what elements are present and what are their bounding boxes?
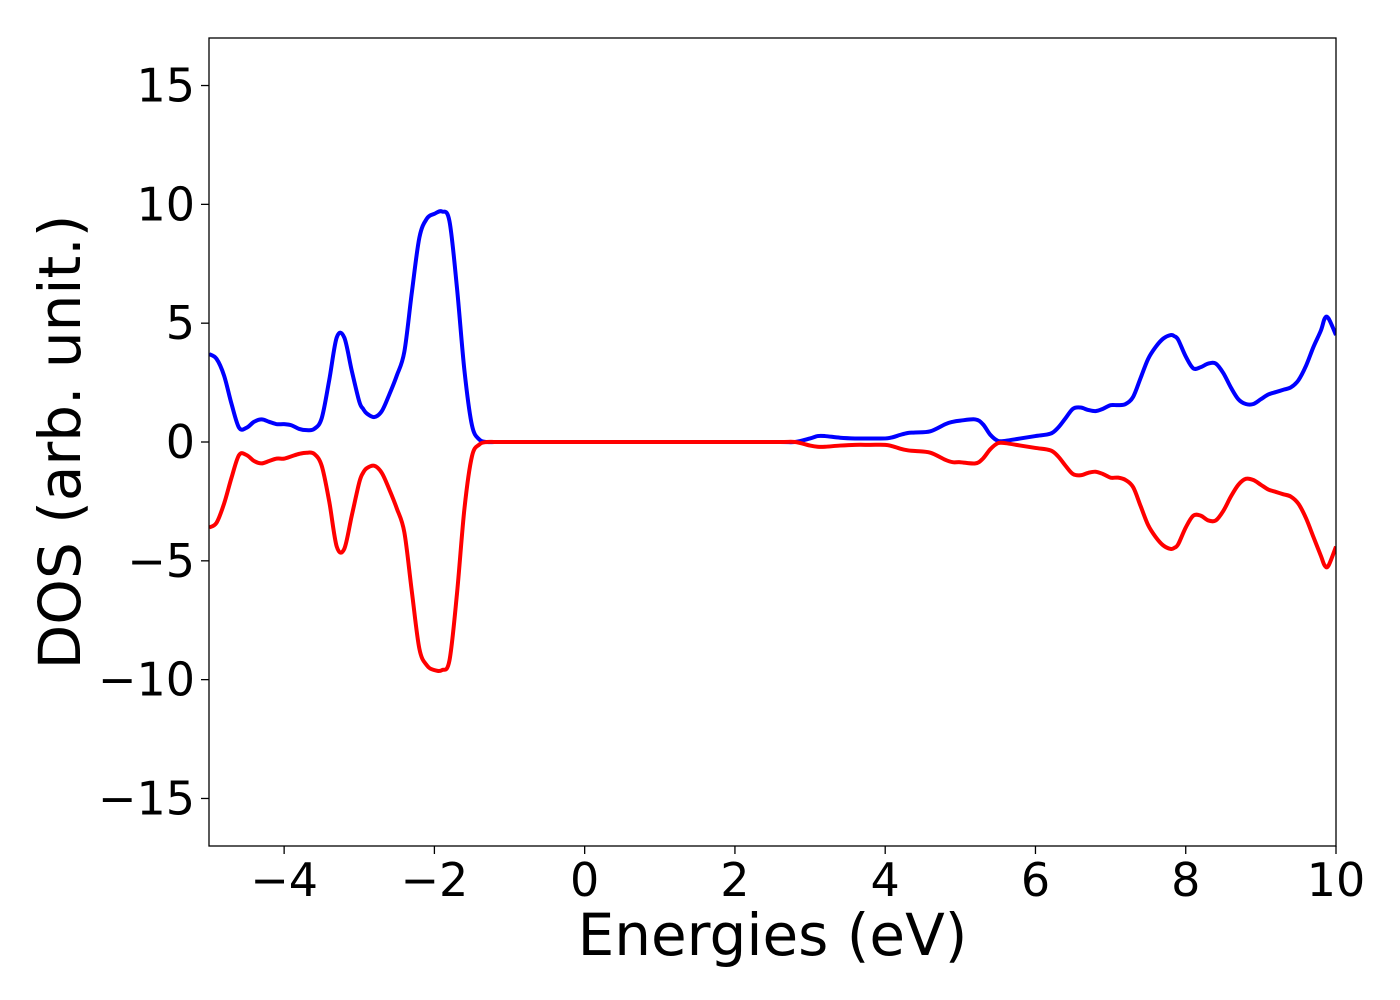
x-tick-label: 0 bbox=[570, 853, 599, 907]
y-tick-label: −5 bbox=[127, 534, 195, 588]
x-tick-label: 2 bbox=[720, 853, 749, 907]
x-tick-label: 10 bbox=[1307, 853, 1366, 907]
y-tick-label: 0 bbox=[166, 415, 195, 469]
x-tick-label: 4 bbox=[871, 853, 900, 907]
y-tick-label: 5 bbox=[166, 296, 195, 350]
y-axis-title: DOS (arb. unit.) bbox=[26, 215, 94, 670]
series-line-2 bbox=[209, 439, 1336, 674]
x-axis-title: Energies (eV) bbox=[578, 901, 968, 969]
x-axis: −4 −2 0 2 4 6 8 10 bbox=[250, 846, 1365, 907]
y-tick-label: −15 bbox=[98, 771, 195, 825]
y-tick-label: 15 bbox=[136, 59, 195, 113]
x-tick-label: 6 bbox=[1021, 853, 1050, 907]
y-tick-label: −10 bbox=[98, 653, 195, 707]
y-axis: 15 10 5 0 −5 −10 −15 bbox=[98, 59, 209, 825]
x-tick-label: −4 bbox=[250, 853, 318, 907]
series-layer bbox=[209, 209, 1336, 674]
x-tick-label: −2 bbox=[400, 853, 468, 907]
y-tick-label: 10 bbox=[136, 177, 195, 231]
series-line-1 bbox=[209, 209, 1336, 445]
x-tick-label: 8 bbox=[1171, 853, 1200, 907]
